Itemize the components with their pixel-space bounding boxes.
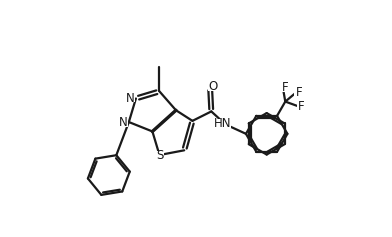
Text: O: O [208,80,218,93]
Text: F: F [296,86,302,99]
FancyBboxPatch shape [294,88,304,97]
Text: HN: HN [214,117,232,130]
Text: N: N [126,91,135,105]
Text: N: N [119,115,128,128]
FancyBboxPatch shape [216,119,231,128]
Text: F: F [298,100,305,113]
Text: S: S [156,149,163,162]
FancyBboxPatch shape [126,94,136,102]
FancyBboxPatch shape [297,102,306,111]
FancyBboxPatch shape [281,83,290,92]
FancyBboxPatch shape [119,118,128,127]
Text: F: F [282,81,289,94]
FancyBboxPatch shape [155,150,164,160]
FancyBboxPatch shape [208,82,218,91]
